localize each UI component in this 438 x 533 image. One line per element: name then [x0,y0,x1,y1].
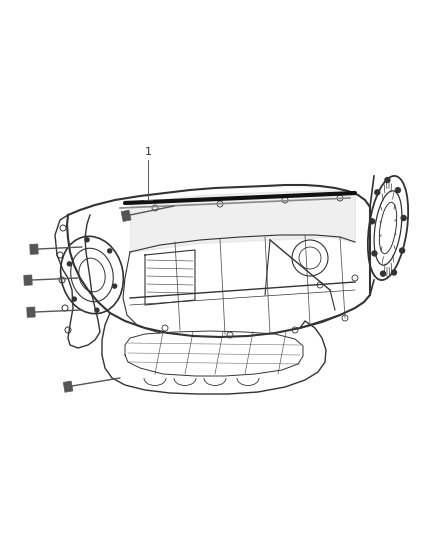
Circle shape [401,215,406,221]
Circle shape [95,308,99,312]
Text: 1: 1 [145,147,152,157]
Polygon shape [27,307,35,317]
Circle shape [72,297,76,301]
Circle shape [396,188,400,192]
Circle shape [399,248,405,253]
Circle shape [372,251,377,256]
Circle shape [85,238,89,242]
Polygon shape [63,381,73,392]
Circle shape [385,177,390,182]
Polygon shape [24,275,32,285]
Circle shape [381,271,385,276]
Circle shape [67,262,71,266]
Polygon shape [121,210,131,222]
Circle shape [370,219,374,224]
Circle shape [375,190,380,195]
Circle shape [392,270,396,275]
Circle shape [108,249,112,253]
Circle shape [113,284,117,288]
Polygon shape [30,244,38,254]
